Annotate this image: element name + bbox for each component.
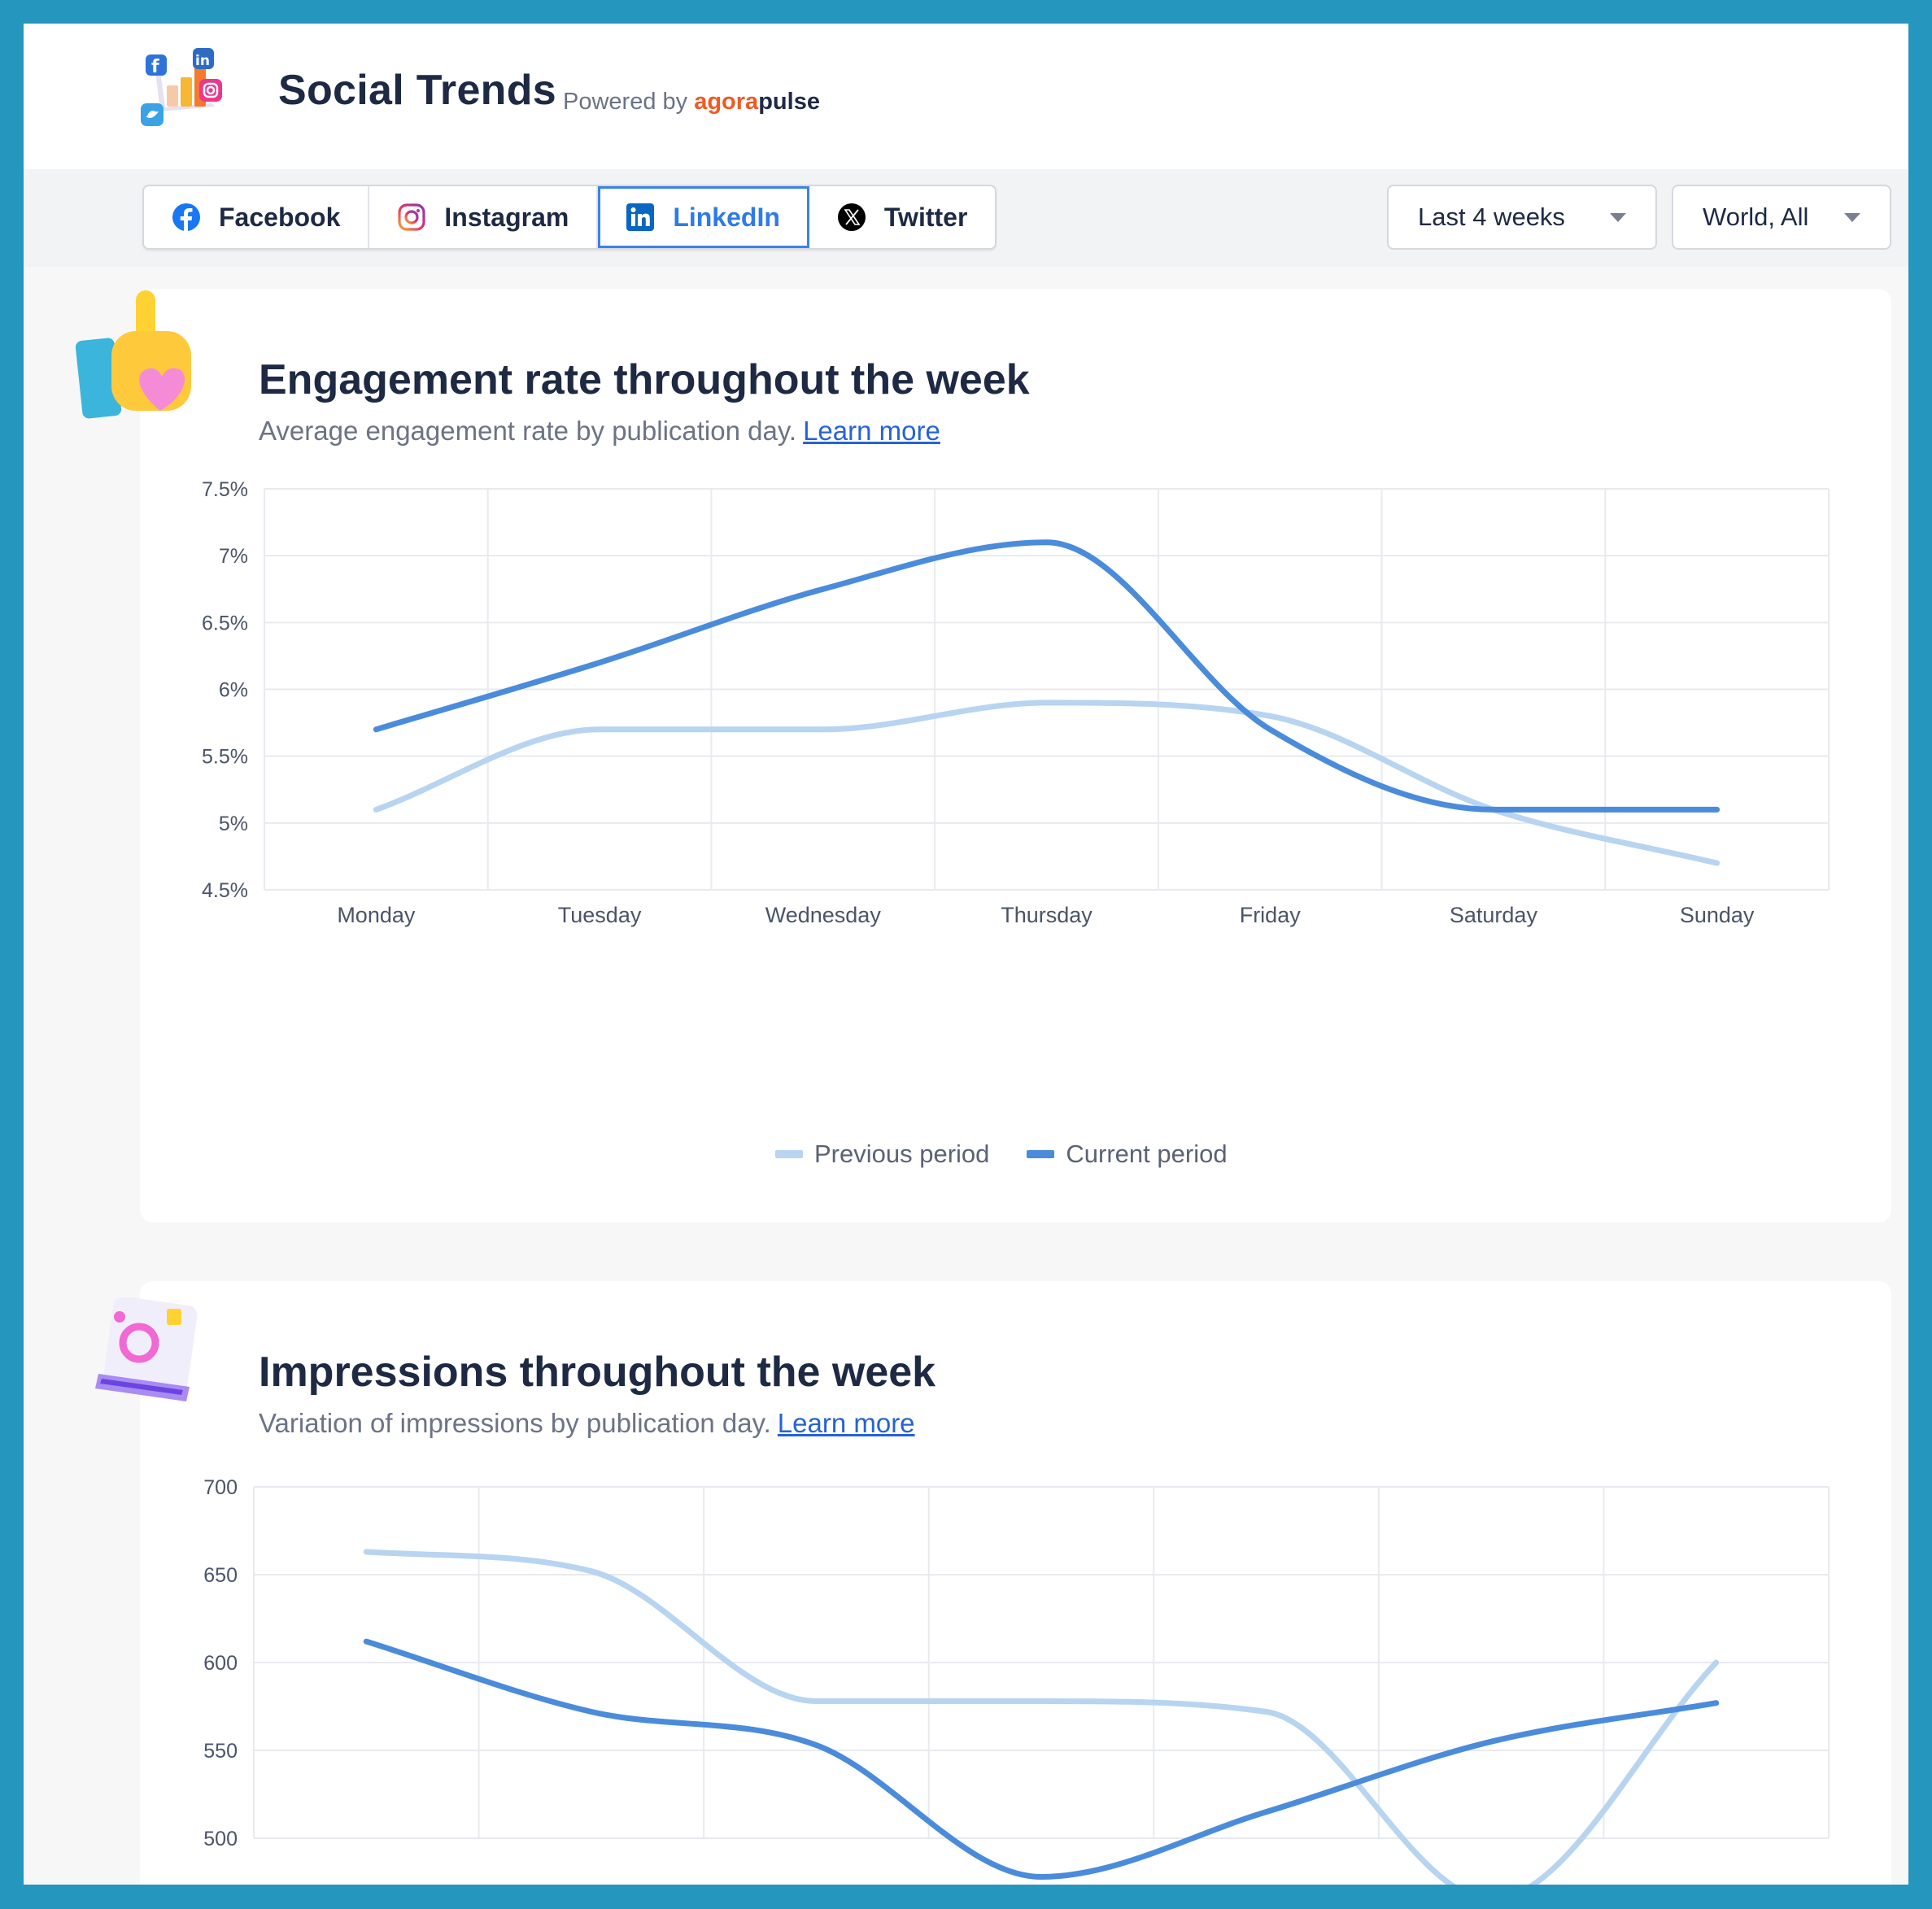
svg-text:7.5%: 7.5% [202,478,248,501]
svg-text:Monday: Monday [337,903,416,927]
svg-text:Saturday: Saturday [1450,903,1538,927]
x-twitter-icon [837,203,866,231]
chart-legend: Previous period Current period [775,1140,1228,1169]
svg-text:6%: 6% [219,679,248,702]
tab-linkedin[interactable]: LinkedIn [598,186,809,248]
card-title: Impressions throughout the week [259,1349,936,1396]
brand-part-pulse: pulse [758,89,820,115]
instagram-icon [398,203,425,231]
brand-part-agora: agora [694,89,759,115]
toolbar: Facebook Instagram LinkedIn [24,169,1908,267]
caret-down-icon [1610,212,1626,222]
svg-text:f: f [151,57,159,77]
svg-text:4.5%: 4.5% [202,879,248,902]
tab-label: LinkedIn [673,202,780,232]
region-select[interactable]: World, All [1672,185,1891,250]
header: f in Social Trends Powered by agorapulse [24,24,1908,169]
learn-more-link[interactable]: Learn more [803,416,940,446]
svg-text:Friday: Friday [1240,903,1302,927]
tab-label: Facebook [219,202,341,232]
card-subtitle: Average engagement rate by publication d… [259,416,940,447]
legend-label: Previous period [814,1140,990,1168]
engagement-rate-chart: 7.5% 7% 6.5% 6% 5.5% 5% 4.5% Monday Tuesday Wedne… [202,478,1830,927]
facebook-icon [172,203,200,232]
legend-item-previous[interactable]: Previous period [775,1140,989,1169]
series-line-current[interactable] [373,539,1720,813]
card-title: Engagement rate throughout the week [259,356,1030,403]
app-frame: f in Social Trends Powered by agorapulse… [24,24,1908,1885]
learn-more-link[interactable]: Learn more [777,1408,915,1438]
svg-text:6.5%: 6.5% [202,612,248,634]
period-select-value: Last 4 weeks [1418,203,1565,231]
svg-text:600: 600 [203,1652,238,1675]
app-title: Social Trends [278,67,557,114]
tab-facebook[interactable]: Facebook [144,186,370,248]
period-select[interactable]: Last 4 weeks [1387,185,1657,250]
legend-label: Current period [1066,1140,1228,1168]
svg-text:7%: 7% [219,545,248,568]
svg-text:Tuesday: Tuesday [558,903,642,927]
powered-by-label: Powered by [563,89,688,115]
tab-label: Twitter [883,202,968,232]
svg-text:500: 500 [203,1828,238,1850]
tab-twitter[interactable]: Twitter [809,186,996,248]
svg-text:Sunday: Sunday [1680,903,1755,927]
powered-by: Powered by agorapulse [563,89,820,115]
card-subtitle-text: Variation of impressions by publication … [259,1408,771,1438]
svg-text:in: in [195,53,210,69]
social-trends-logo-icon: f in [141,48,222,126]
impressions-chart: 700 650 600 550 500 [203,1476,1830,1885]
series-line-current[interactable] [363,1638,1720,1881]
card-subtitle-text: Average engagement rate by publication d… [259,416,797,446]
caret-down-icon [1844,212,1860,222]
card-subtitle: Variation of impressions by publication … [259,1408,915,1439]
linkedin-icon [626,203,655,231]
legend-swatch-current [1027,1150,1055,1158]
impressions-card: Impressions throughout the week Variatio… [140,1281,1891,1885]
tab-instagram[interactable]: Instagram [369,186,599,248]
camera-icon [95,1297,198,1401]
thumbs-up-heart-icon [76,290,191,419]
svg-text:5.5%: 5.5% [202,746,248,769]
svg-text:550: 550 [203,1740,238,1763]
legend-swatch-previous [775,1150,803,1158]
brand-logo-text: agorapulse [694,89,820,115]
network-tabs: Facebook Instagram LinkedIn [142,185,997,250]
region-select-value: World, All [1703,203,1809,231]
svg-text:Thursday: Thursday [1001,903,1092,927]
series-line-previous[interactable] [363,1549,1720,1885]
tab-label: Instagram [444,202,569,232]
svg-text:Wednesday: Wednesday [765,903,882,927]
svg-text:5%: 5% [219,813,248,835]
legend-item-current[interactable]: Current period [1027,1140,1228,1169]
svg-text:650: 650 [203,1564,238,1587]
svg-text:700: 700 [203,1476,238,1499]
